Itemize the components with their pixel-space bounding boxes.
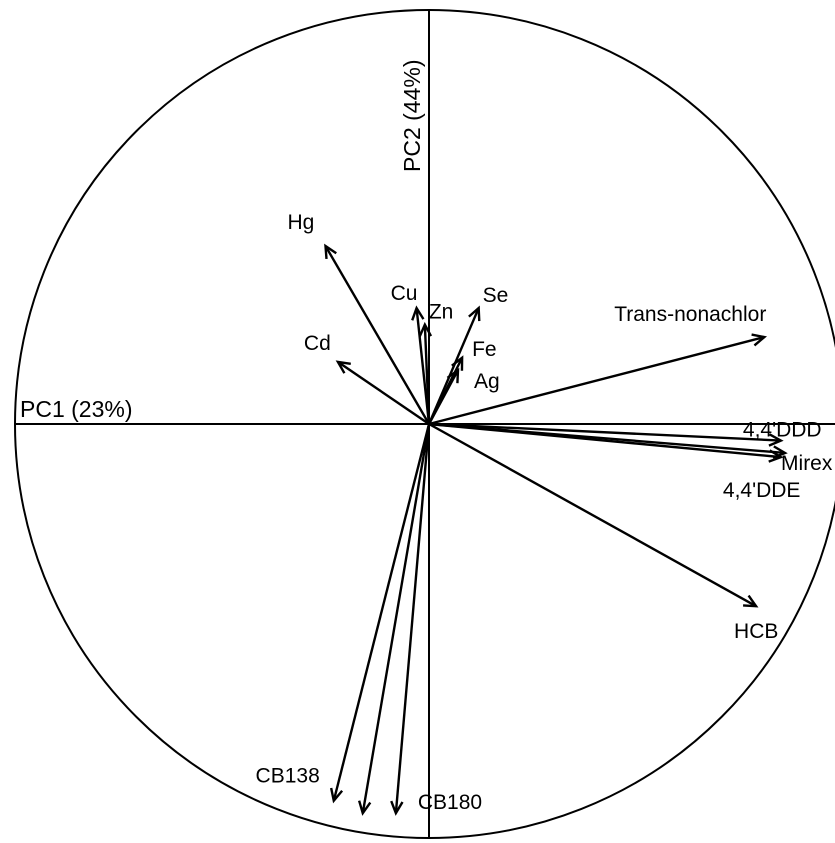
label-4-4-ddd: 4,4'DDD (743, 419, 822, 442)
vector-cd (335, 360, 430, 425)
vector-line-se (427, 307, 480, 425)
arrowhead-cu (411, 305, 425, 321)
arrowhead-cb138 (329, 787, 344, 804)
vector-line-ag (427, 369, 460, 425)
arrowhead-cb180 (390, 800, 404, 816)
label-fe: Fe (472, 338, 497, 361)
vector-hcb (428, 422, 759, 608)
vector-hg (324, 243, 431, 425)
arrowhead-cb153 (357, 800, 372, 816)
label-ag: Ag (474, 370, 500, 393)
vector-cb180 (390, 423, 431, 816)
vector-labels: Hg Cd Cu Zn Se Fe Ag Trans-nonachlor 4,4'DDD Mire… (256, 211, 833, 814)
vector-4-4-dde (428, 422, 784, 463)
vector-se (427, 305, 481, 425)
chart-frame (14, 9, 835, 839)
vector-ag (427, 367, 460, 425)
vector-line-4-4-dde (428, 422, 782, 459)
arrowhead-zn (418, 321, 433, 338)
vector-line-cb180 (394, 423, 431, 814)
arrowhead-hcb (743, 594, 759, 608)
arrowhead-cd (335, 360, 351, 374)
vector-line-cb138 (332, 423, 431, 802)
x-axis-label: PC1 (23%) (20, 396, 132, 422)
label-cb180: CB180 (418, 791, 482, 814)
vector-line-cd (337, 360, 430, 425)
label-mirex: Mirex (781, 452, 833, 475)
label-hg: Hg (288, 211, 315, 234)
label-4-4-dde: 4,4'DDE (723, 479, 801, 502)
label-cu: Cu (391, 282, 418, 305)
vector-line-hg (324, 245, 431, 425)
arrowhead-ag (446, 367, 460, 384)
vector-cb153 (357, 423, 431, 816)
arrowhead-4-4-dde (768, 449, 784, 463)
label-hcb: HCB (734, 620, 778, 643)
label-zn: Zn (429, 301, 454, 324)
arrowhead-se (468, 305, 481, 322)
arrowhead-hg (324, 243, 337, 260)
vector-trans-nonachlor (428, 333, 768, 426)
vector-line-cu (415, 307, 431, 425)
vector-line-zn (423, 324, 431, 425)
label-cb138: CB138 (256, 765, 320, 788)
label-trans-nonachlor: Trans-nonachlor (614, 303, 766, 326)
label-se: Se (483, 284, 509, 307)
vector-line-cb153 (361, 423, 431, 814)
vector-4-4-ddd (428, 422, 784, 447)
vector-zn (418, 321, 433, 425)
vector-line-4-4-ddd (428, 422, 781, 442)
vector-line-trans-nonachlor (428, 335, 765, 426)
label-cd: Cd (304, 332, 331, 355)
vector-cb138 (329, 423, 431, 804)
arrowhead-4-4-ddd (768, 433, 784, 447)
vector-cu (411, 305, 431, 425)
vector-line-hcb (428, 422, 757, 608)
y-axis-label: PC2 (44%) (399, 60, 425, 172)
arrowhead-trans-nonachlor (751, 333, 768, 347)
arrowhead-fe (451, 355, 464, 371)
loading-vectors (324, 243, 788, 816)
